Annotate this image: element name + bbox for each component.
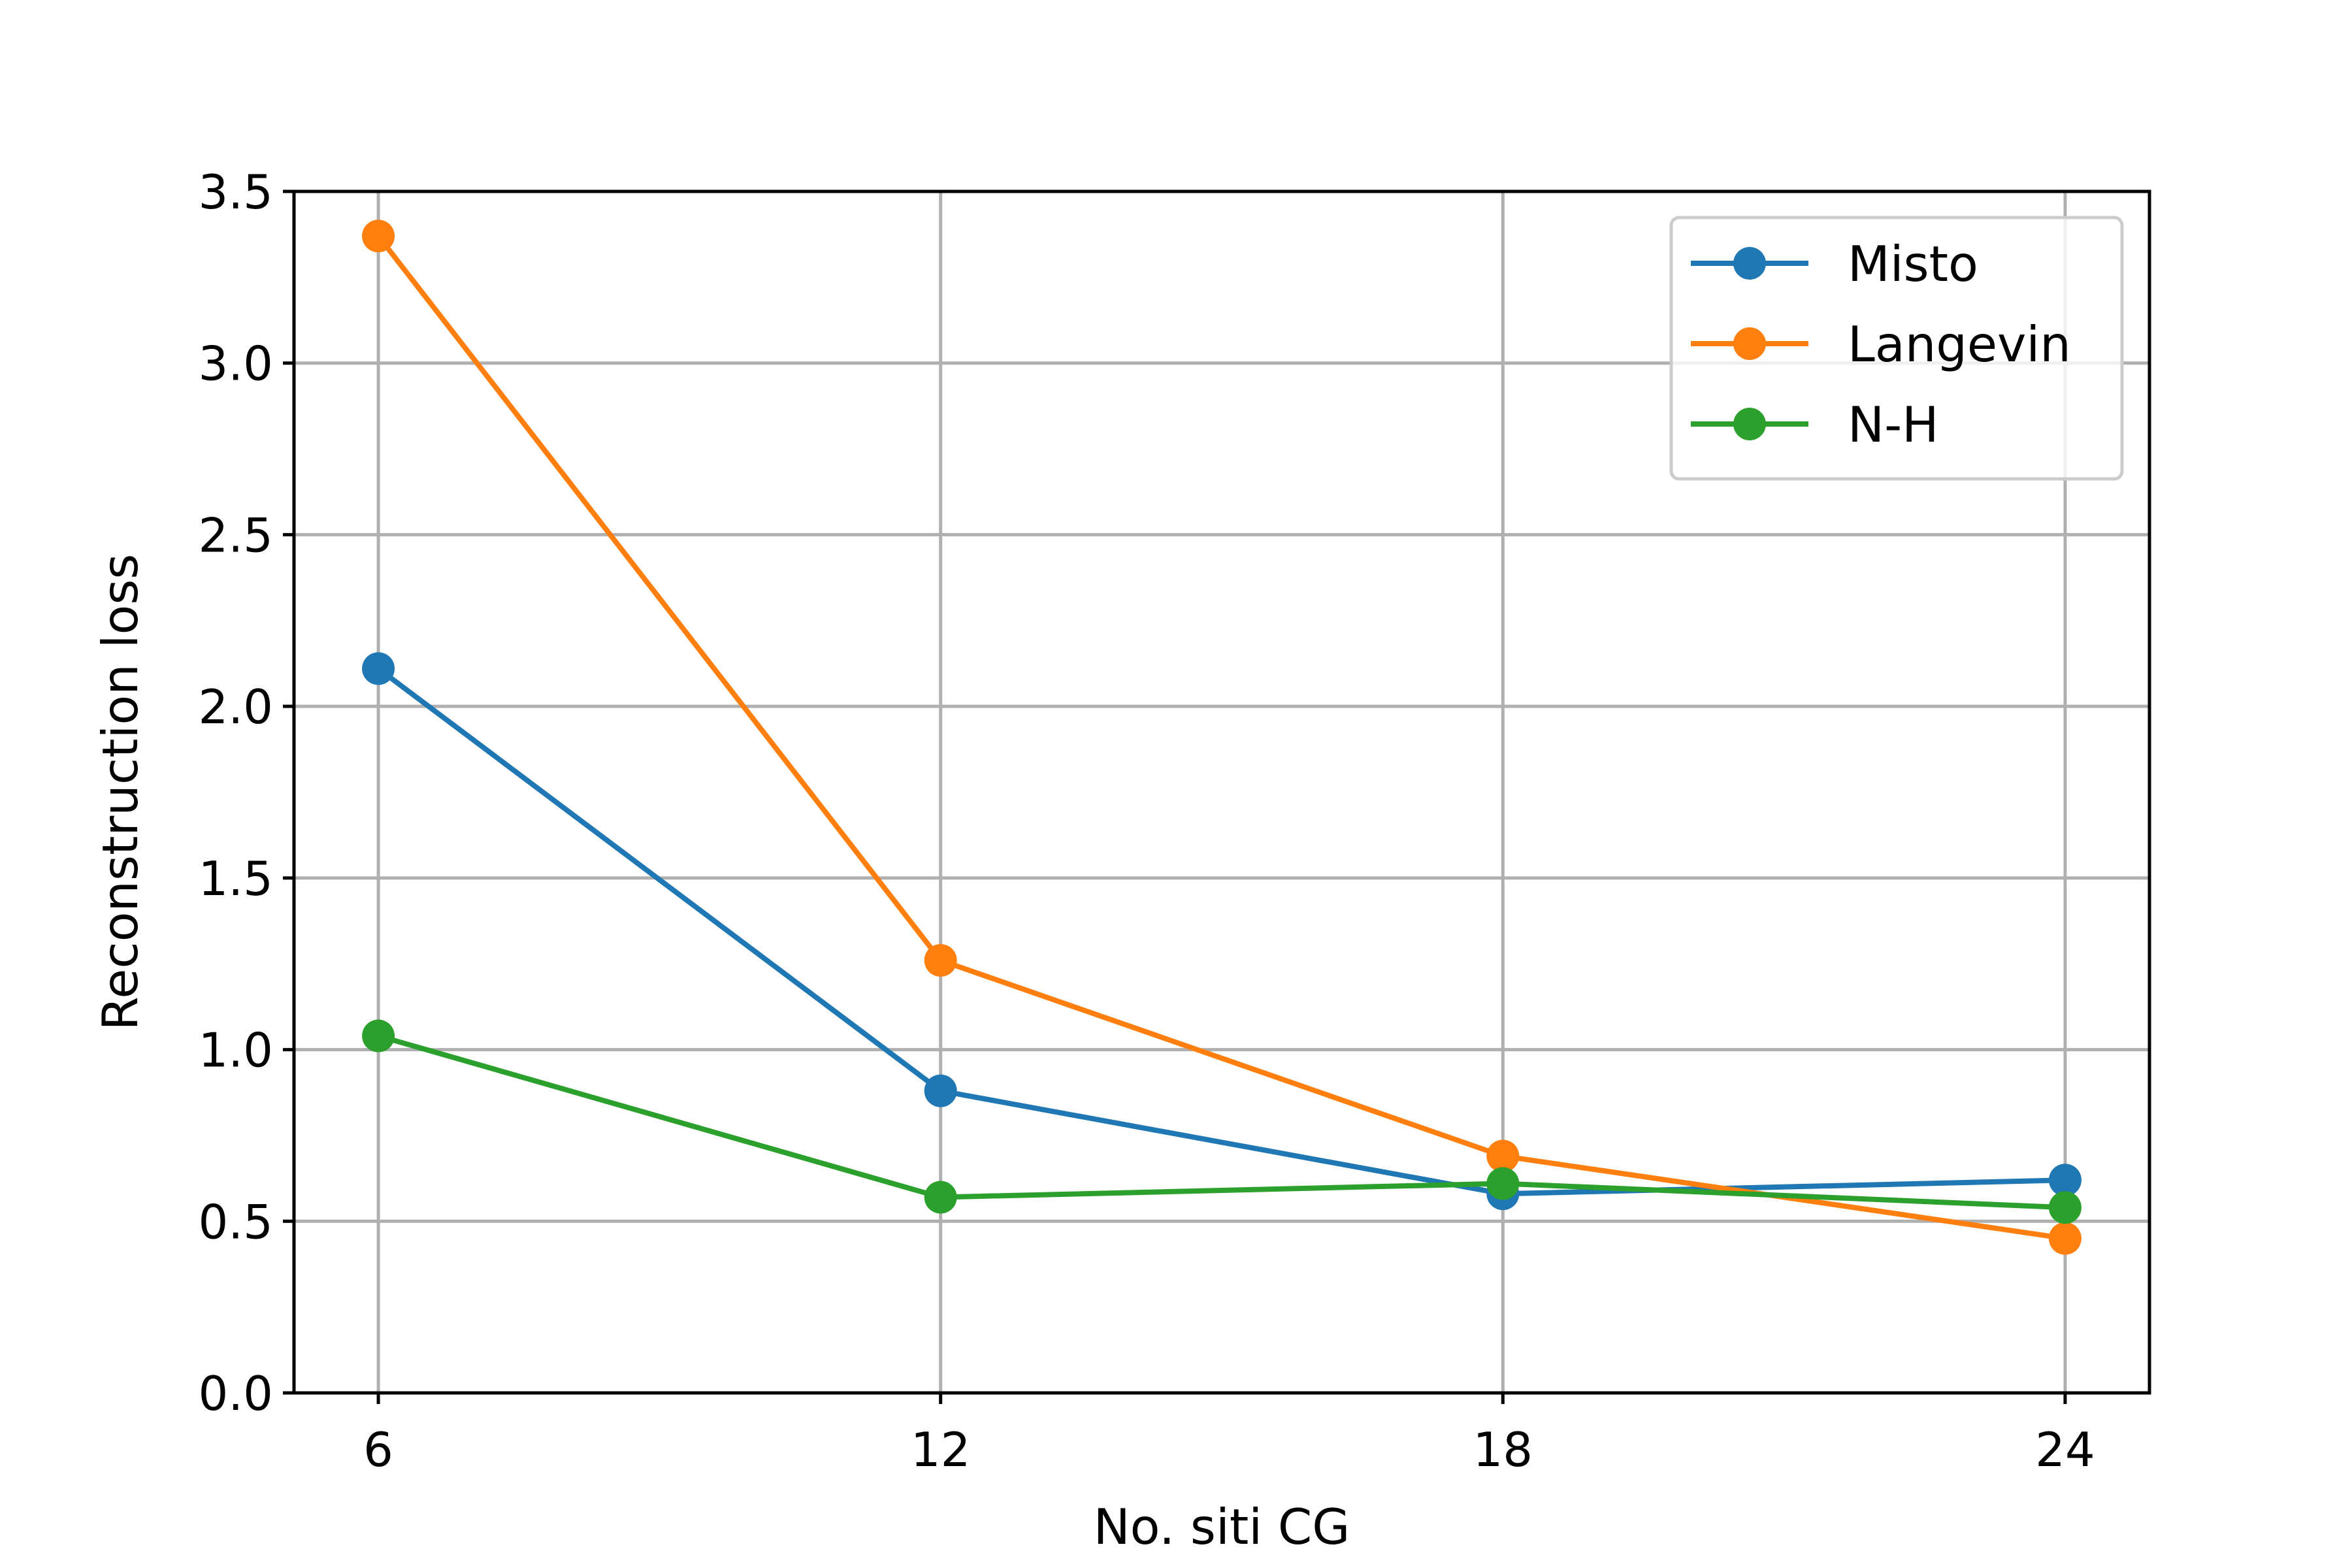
data-point-n-h [362, 1019, 395, 1053]
x-tick-label: 6 [363, 1422, 393, 1477]
series-n-h [362, 1019, 2082, 1224]
y-tick-label: 2.5 [198, 508, 273, 563]
x-tick-label: 18 [1473, 1422, 1533, 1477]
legend-label-misto: Misto [1848, 235, 1978, 293]
y-tick-label: 1.0 [198, 1023, 273, 1078]
data-point-n-h [1486, 1167, 1520, 1200]
legend-label-n-h: N-H [1848, 396, 1939, 453]
y-tick-label: 3.5 [198, 165, 273, 220]
x-tick-label: 24 [2035, 1422, 2095, 1477]
data-point-langevin [2048, 1222, 2082, 1255]
data-point-misto [362, 652, 395, 685]
data-point-misto [2048, 1164, 2082, 1197]
legend-marker-n-h [1733, 408, 1766, 440]
y-tick-label: 2.0 [198, 679, 273, 734]
data-point-langevin [362, 220, 395, 253]
legend-marker-langevin [1733, 327, 1766, 360]
y-tick-label: 0.0 [198, 1366, 273, 1421]
series-line-n-h [377, 1033, 2066, 1211]
y-tick-label: 1.5 [198, 851, 273, 906]
legend-label-langevin: Langevin [1848, 316, 2071, 373]
legend-marker-misto [1733, 247, 1766, 280]
series-layer [362, 220, 2082, 1255]
y-tick-label: 0.5 [198, 1194, 273, 1249]
data-point-langevin [924, 943, 957, 977]
series-line-misto [376, 666, 2066, 1197]
x-axis-label: No. siti CG [1094, 1498, 1350, 1556]
data-point-misto [924, 1074, 957, 1107]
legend-box [1669, 216, 2124, 481]
y-tick-label: 3.0 [198, 336, 273, 391]
data-point-n-h [924, 1181, 957, 1214]
ticks: 6 12 18 24 0.0 0.5 1.0 1.5 2.0 2.5 3.0 3.5 [198, 165, 2095, 1477]
data-point-langevin [1486, 1139, 1520, 1173]
x-tick-label: 12 [911, 1422, 971, 1477]
legend: Misto Langevin N-H [1669, 216, 2124, 481]
data-point-n-h [2048, 1191, 2082, 1224]
axes-frame [292, 189, 2151, 1395]
y-axis-label: Reconstruction loss [91, 553, 149, 1030]
